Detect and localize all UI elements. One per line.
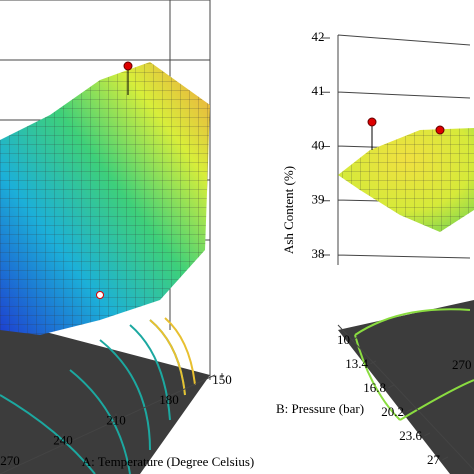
y-tick-label: 10 <box>337 332 350 347</box>
z-tick-label: 41 <box>312 83 325 98</box>
x-tick-label: 180 <box>159 392 179 407</box>
y-tick-label: 13.4 <box>345 356 368 371</box>
x-tick-label: 240 <box>53 433 73 448</box>
tick-mark <box>388 384 395 389</box>
y-axis-label: B: Pressure (bar) <box>276 401 364 416</box>
left-panel: A: Temperature (Degree Celsius) <box>0 0 254 474</box>
y-axis-line <box>337 324 474 471</box>
floor <box>0 320 210 474</box>
tick-mark <box>352 336 359 341</box>
x-tick-label: 270 <box>0 453 20 468</box>
x-tick-label: 270 <box>452 357 472 372</box>
design-point <box>96 291 104 299</box>
design-point <box>367 117 377 127</box>
tick-mark <box>370 360 377 365</box>
z-tick-label: 42 <box>312 29 325 44</box>
floor <box>338 300 474 474</box>
y-tick-label: 27 <box>427 452 441 467</box>
x-axis-line <box>0 374 216 474</box>
design-point <box>435 125 445 135</box>
right-panel: Ash Content (%) B: Pressure (bar) <box>276 34 474 474</box>
x-axis-label: A: Temperature (Degree Celsius) <box>82 454 254 469</box>
y-tick-label: 20.2 <box>381 404 404 419</box>
x-tick-label: 210 <box>106 412 126 427</box>
z-axis-label: Ash Content (%) <box>281 166 296 254</box>
contour-lines <box>0 319 186 474</box>
tick-mark <box>424 432 431 437</box>
design-point <box>123 61 133 71</box>
tick-mark <box>406 408 413 413</box>
surface-mesh <box>0 62 210 335</box>
contour-lines <box>149 317 196 396</box>
z-tick-label: 40 <box>312 137 325 152</box>
y-tick-label: 23.6 <box>399 428 422 443</box>
contour-lines <box>354 308 474 421</box>
tick-mark <box>442 456 449 461</box>
z-tick-label: 38 <box>312 246 325 261</box>
x-tick-label: 150 <box>212 372 232 387</box>
surface-mesh <box>338 128 474 232</box>
y-tick-label: 16.8 <box>363 380 386 395</box>
z-tick-label: 39 <box>312 192 325 207</box>
